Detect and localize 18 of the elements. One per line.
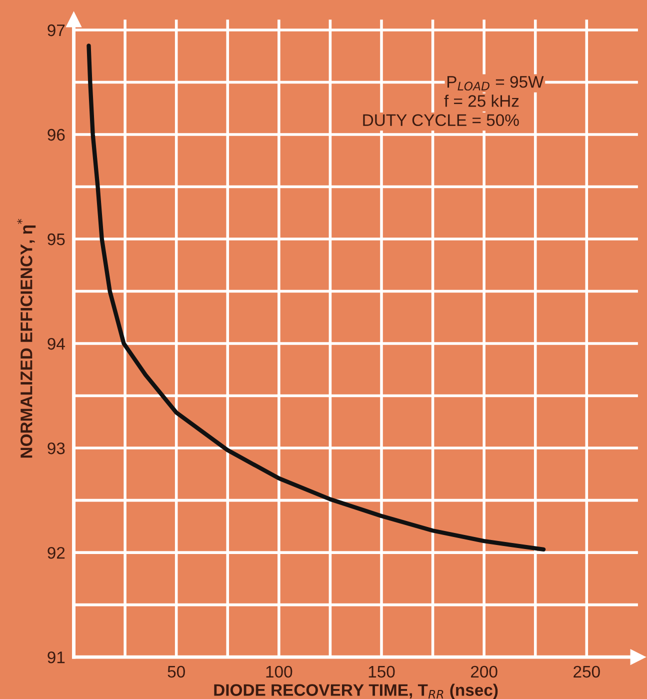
x-tick-label: 150 xyxy=(368,666,395,678)
x-tick-label: 100 xyxy=(266,666,292,678)
y-tick-label: 91 xyxy=(48,651,65,664)
y-tick-label: 96 xyxy=(48,128,65,141)
annotation: f = 25 kHz xyxy=(444,94,519,107)
line-series xyxy=(86,44,546,552)
y-axis-title: NORMALIZED EFFICIENCY, η$^{*}$ xyxy=(17,218,36,458)
y-tick-label: 93 xyxy=(48,442,65,454)
y-tick-label: 92 xyxy=(48,546,65,559)
y-tick-label: 97 xyxy=(48,24,65,36)
y-tick-label: 95 xyxy=(48,233,65,246)
x-axis-title: DIODE RECOVERY TIME, T$_{RR}$ (nsec) xyxy=(214,684,498,699)
x-tick-label: 50 xyxy=(168,666,185,678)
annotation: P$_{LOAD}$ = 95W xyxy=(447,76,544,90)
annotation: DUTY CYCLE = 50% xyxy=(363,114,519,126)
x-tick-label: 250 xyxy=(574,666,600,678)
x-tick-label: 200 xyxy=(471,666,498,678)
y-tick-label: 94 xyxy=(48,338,65,350)
